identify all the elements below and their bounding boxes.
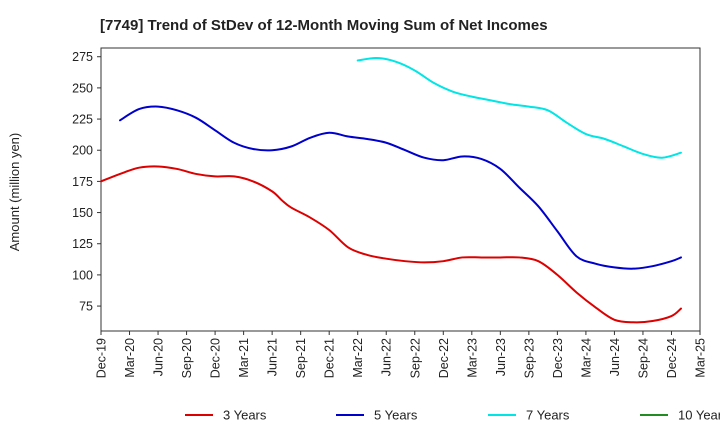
x-tick-label: Dec-24	[665, 338, 679, 378]
x-tick-label: Sep-20	[180, 338, 194, 378]
y-tick-label: 275	[72, 50, 93, 64]
series-line-7-years	[356, 56, 682, 159]
y-tick-label: 225	[72, 113, 93, 127]
x-tick-label: Mar-23	[465, 338, 479, 378]
y-tick-label: 125	[72, 237, 93, 251]
series-lines	[100, 56, 682, 324]
x-tick-label: Jun-23	[494, 338, 508, 376]
y-tick-label: 150	[72, 206, 93, 220]
series-line-3-years	[100, 165, 682, 324]
y-tick-label: 175	[72, 175, 93, 189]
legend: 3 Years 5 Years 7 Years 10 Years	[185, 408, 720, 423]
x-tick-label: Dec-19	[95, 338, 109, 378]
y-tick-label: 100	[72, 268, 93, 282]
legend-label-10-years: 10 Years	[678, 408, 720, 423]
y-tick-label: 250	[72, 81, 93, 95]
x-tick-label: Sep-23	[522, 338, 536, 378]
plot-frame	[100, 47, 701, 332]
series-line-5-years	[119, 105, 682, 270]
chart-title: [7749] Trend of StDev of 12-Month Moving…	[100, 17, 548, 34]
legend-label-5-years: 5 Years	[374, 408, 418, 423]
x-tick-label: Mar-22	[351, 338, 365, 378]
x-tick-label: Mar-20	[123, 338, 137, 378]
x-tick-label: Jun-21	[266, 338, 280, 376]
axes: 75 100 125 150 175 200 225 250 275 Dec-19 Mar-20 Ju…	[72, 47, 708, 378]
y-axis-label: Amount (million yen)	[7, 133, 22, 252]
x-tick-label: Mar-21	[237, 338, 251, 378]
y-tick-label: 200	[72, 144, 93, 158]
x-tick-label: Dec-23	[551, 338, 565, 378]
x-tick-label: Dec-22	[437, 338, 451, 378]
legend-label-3-years: 3 Years	[223, 408, 267, 423]
y-tick-label: 75	[79, 300, 93, 314]
x-tick-label: Jun-20	[152, 338, 166, 376]
x-tick-label: Jun-24	[608, 338, 622, 376]
x-tick-label: Mar-24	[579, 338, 593, 378]
legend-label-7-years: 7 Years	[526, 408, 570, 423]
x-tick-label: Jun-22	[380, 338, 394, 376]
x-tick-label: Sep-24	[636, 338, 650, 378]
x-tick-label: Mar-25	[694, 338, 708, 378]
x-tick-label: Sep-22	[408, 338, 422, 378]
x-tick-label: Dec-21	[323, 338, 337, 378]
x-tick-label: Dec-20	[209, 338, 223, 378]
x-tick-label: Sep-21	[294, 338, 308, 378]
